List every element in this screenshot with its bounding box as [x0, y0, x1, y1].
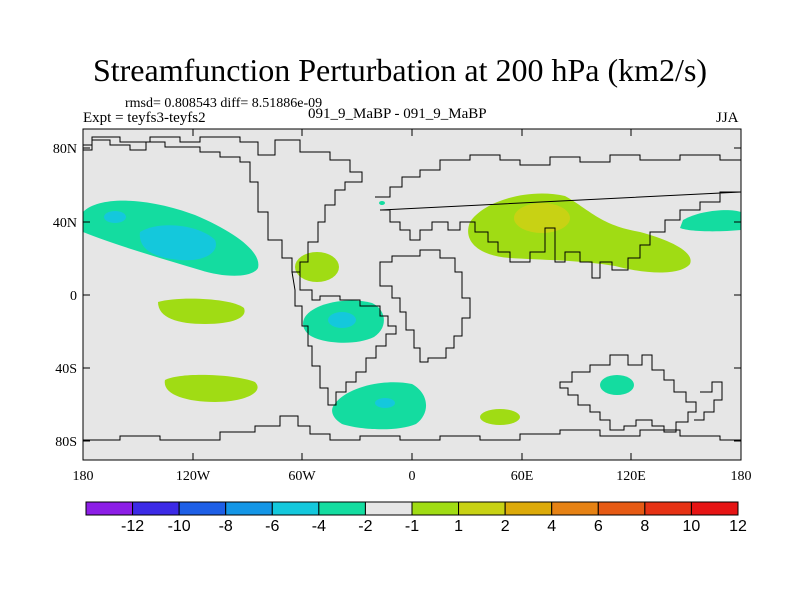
- experiment-label: Expt = teyfs3-teyfs2: [83, 110, 206, 126]
- colorbar-label: 1: [454, 518, 463, 535]
- pacific-north-core: [139, 225, 216, 261]
- europe-small-anomaly: [379, 201, 385, 205]
- lon-tick-label: 180: [731, 469, 752, 484]
- coastlines: [83, 136, 742, 441]
- north-pacific-east-anomaly: [680, 210, 741, 232]
- lon-tick-label: 0: [409, 469, 416, 484]
- latitude-axis: 80N 40N 0 40S 80S: [53, 142, 741, 450]
- colorbar-swatch: [132, 501, 180, 516]
- colorbar-label: -1: [405, 518, 419, 535]
- lon-tick-label: 120W: [176, 469, 211, 484]
- colorbar-swatch: [318, 501, 366, 516]
- colorbar-swatch: [271, 501, 320, 516]
- lat-tick-label: 80N: [53, 142, 77, 157]
- lat-tick-label: 80S: [55, 435, 77, 450]
- colorbar-label: -10: [168, 518, 191, 535]
- pacific-north-small-core: [104, 211, 126, 223]
- south-america-core: [328, 312, 356, 328]
- anomaly-shading: [83, 193, 741, 430]
- south-pacific-anomaly: [164, 374, 258, 402]
- lat-tick-label: 40S: [55, 362, 77, 377]
- colorbar-swatch: [178, 501, 227, 516]
- plot-title: Streamfunction Perturbation at 200 hPa (…: [92, 52, 708, 88]
- colorbar-label: -6: [265, 518, 279, 535]
- colorbar-label: 6: [594, 518, 603, 535]
- atlantic-north-anomaly: [295, 252, 339, 282]
- colorbar-label: 2: [501, 518, 510, 535]
- colorbar-label: -4: [312, 518, 326, 535]
- case-label: 091_9_MaBP - 091_9_MaBP: [308, 106, 487, 122]
- indian-ocean-anomaly: [480, 409, 520, 425]
- pacific-equatorial-anomaly: [158, 298, 245, 324]
- africa-coast: [379, 249, 471, 363]
- lon-tick-label: 180: [73, 469, 94, 484]
- colorbar-swatch: [364, 501, 413, 516]
- australia-coast: [559, 354, 697, 433]
- season-label: JJA: [716, 110, 739, 126]
- colorbar-swatch: [411, 501, 460, 516]
- lat-tick-label: 40N: [53, 216, 77, 231]
- colorbar-swatch: [504, 501, 553, 516]
- colorbar-label: -12: [121, 518, 144, 535]
- lon-tick-label: 60E: [511, 469, 534, 484]
- stats-label: rmsd= 0.808543 diff= 8.51886e-09: [125, 96, 323, 111]
- colorbar-label: 12: [729, 518, 747, 535]
- north-america-coast: [83, 136, 363, 273]
- longitude-axis: 180 120W 60W 0 60E 120E 180: [73, 129, 752, 484]
- colorbar-label: -8: [219, 518, 233, 535]
- south-atlantic-core: [375, 398, 395, 408]
- colorbar-label: 4: [547, 518, 556, 535]
- colorbar-swatch: [85, 501, 134, 516]
- colorbar-swatch: [690, 501, 739, 516]
- colorbar-swatch: [225, 501, 273, 516]
- lon-tick-label: 60W: [288, 469, 316, 484]
- colorbar-swatch: [644, 501, 692, 516]
- colorbar-label: 10: [683, 518, 701, 535]
- new-zealand-coast: [694, 381, 723, 421]
- colorbar-label: 8: [640, 518, 649, 535]
- lat-tick-label: 0: [70, 289, 77, 304]
- colorbar-swatch: [551, 501, 599, 516]
- colorbar-swatch: [458, 501, 506, 516]
- eurasia-coast: [375, 154, 742, 279]
- lon-tick-label: 120E: [616, 469, 646, 484]
- antarctica-coast: [83, 415, 741, 441]
- colorbar-swatch: [597, 501, 646, 516]
- australia-anomaly: [600, 375, 634, 395]
- asia-core: [514, 203, 570, 233]
- colorbar: -12 -10 -8 -6 -4 -2 -1 1 2 4 6 8 10 12: [85, 501, 747, 535]
- colorbar-label: -2: [358, 518, 372, 535]
- south-america-coast: [291, 271, 397, 406]
